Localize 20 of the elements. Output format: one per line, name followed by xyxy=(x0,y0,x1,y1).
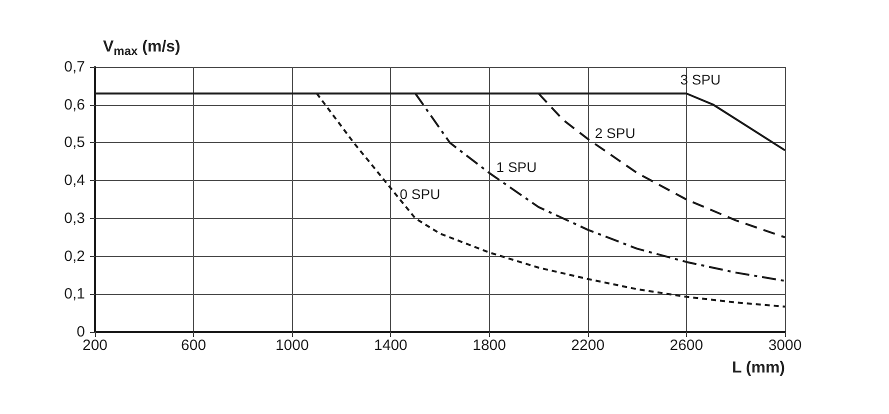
series-label: 0 SPU xyxy=(400,186,440,202)
series-label: 1 SPU xyxy=(496,159,537,175)
y-tick-label: 0,5 xyxy=(64,134,85,152)
x-tick-label: 1800 xyxy=(472,337,506,354)
x-tick-label: 2600 xyxy=(670,337,704,354)
x-tick-label: 600 xyxy=(181,337,206,354)
x-axis-title: L (mm) xyxy=(732,360,785,376)
y-tick-label: 0,6 xyxy=(64,96,85,114)
y-tick-label: 0,1 xyxy=(64,286,85,303)
series-label: 2 SPU xyxy=(594,124,636,141)
y-tick-label: 0,3 xyxy=(64,210,85,227)
y-tick-label: 0,4 xyxy=(64,172,85,190)
x-tick-label: 3000 xyxy=(768,337,802,354)
x-tick-label: 2200 xyxy=(571,337,605,354)
x-tick-label: 1000 xyxy=(275,337,309,354)
y-tick-label: 0,7 xyxy=(64,58,85,76)
x-tick-label: 200 xyxy=(82,337,108,354)
x-tick-label: 1400 xyxy=(374,337,408,354)
y-tick-label: 0,2 xyxy=(64,248,85,265)
y-tick-label: 0 xyxy=(76,324,85,340)
